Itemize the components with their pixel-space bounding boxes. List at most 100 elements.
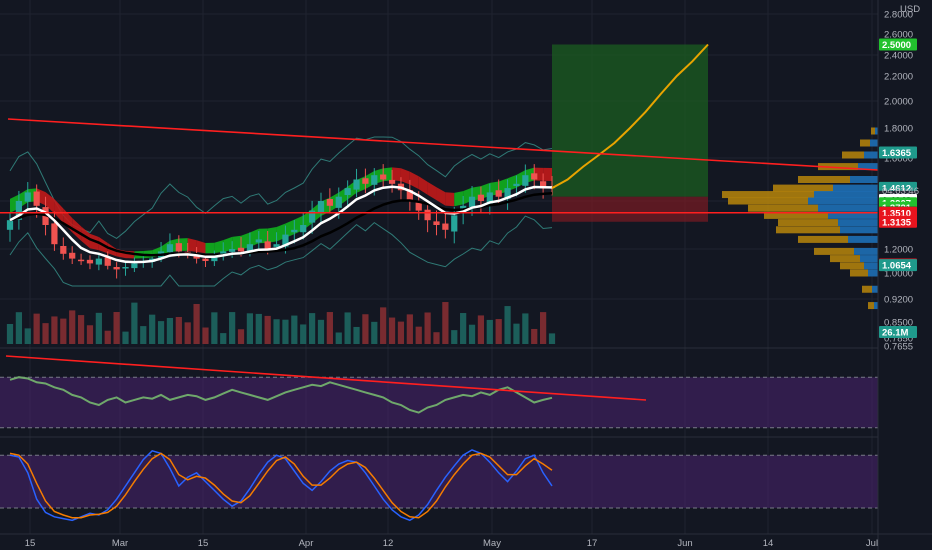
- volume-bar: [60, 318, 67, 344]
- ema-fast-line: [9, 185, 553, 264]
- trendlines[interactable]: [0, 118, 879, 214]
- candle-body: [433, 221, 440, 225]
- volume-profile-bar-buy: [808, 197, 878, 205]
- candle-body: [442, 223, 449, 230]
- ribbon-segment: [205, 242, 215, 254]
- ribbon-segment: [427, 181, 437, 201]
- time-tick-label: 14: [763, 538, 774, 549]
- volume-bar: [468, 324, 476, 344]
- volume-profile-bar-sell: [778, 219, 838, 227]
- volume-profile-bar-sell: [842, 151, 864, 159]
- price-tag-background: [879, 259, 917, 272]
- ribbon-segment: [223, 236, 233, 252]
- volume-bar: [24, 328, 31, 344]
- volume-bar: [317, 319, 325, 344]
- lower-band: [9, 215, 553, 287]
- price-tick-label: 2.4000: [884, 51, 913, 62]
- volume-bar: [548, 333, 556, 344]
- volume-profile-bar-sell: [764, 211, 828, 219]
- moving-averages: [9, 185, 553, 264]
- volume-profile-bar-sell: [814, 247, 854, 255]
- volume-bar: [193, 303, 200, 344]
- ribbon-segment: [267, 226, 277, 243]
- volume-profile-bar-sell: [830, 255, 860, 263]
- volume-profile: [722, 127, 878, 310]
- candle-body: [531, 173, 538, 180]
- volume-bar: [131, 302, 138, 344]
- candle-body: [255, 239, 262, 243]
- candle-body: [424, 209, 431, 221]
- currency-label: USD: [900, 4, 920, 15]
- volume-bar: [291, 315, 298, 344]
- ribbon-segment: [436, 187, 446, 206]
- candle-body: [122, 267, 129, 269]
- volume-profile-bar-sell: [860, 139, 870, 147]
- ribbon-segment: [285, 219, 295, 238]
- volume-bar: [397, 321, 405, 344]
- volume-profile-bar-sell: [773, 184, 833, 192]
- volume-bar: [166, 317, 174, 344]
- candle-body: [69, 252, 76, 259]
- candle-body: [273, 244, 280, 247]
- price-tags: 2.50001.63651.46121.42001.40481.39071.37…: [879, 38, 917, 339]
- price-tag-label: 1.3135: [882, 217, 912, 228]
- volume-bar: [184, 322, 191, 344]
- candle-body: [104, 257, 111, 266]
- price-panel[interactable]: [0, 43, 879, 345]
- time-axis-ticks[interactable]: 15 Mar 15 Apr 12 May 17 Jun 14 Jul: [25, 538, 878, 549]
- candle-body: [468, 196, 476, 208]
- volume-bar: [486, 319, 493, 344]
- ribbon-segment: [392, 167, 401, 182]
- volume-bar: [246, 313, 254, 344]
- time-tick-label: Jun: [677, 538, 692, 549]
- bollinger-bands: [9, 136, 553, 287]
- ribbon-segment: [507, 174, 517, 192]
- volume-bar: [371, 321, 378, 344]
- volume-profile-bar-sell: [818, 163, 858, 171]
- volume-profile-bar-buy: [875, 127, 878, 135]
- volume-profile-bar-buy: [833, 184, 878, 192]
- volume-profile-bar-sell: [776, 226, 840, 234]
- volume-profile-bar-buy: [870, 139, 878, 147]
- volume-bar: [300, 324, 307, 344]
- volume-bar: [308, 313, 316, 344]
- candle-body: [6, 220, 14, 230]
- volume-profile-bar-buy: [874, 302, 878, 310]
- upper-band: [9, 136, 553, 240]
- volume-bar: [362, 314, 369, 344]
- candle-body: [51, 223, 58, 245]
- candle-body: [291, 229, 298, 233]
- volume-profile-bar-sell: [798, 176, 850, 183]
- long-position-box[interactable]: [552, 44, 708, 222]
- candle-body: [15, 201, 22, 220]
- volume-profile-bar-buy: [858, 163, 878, 171]
- oscillator-band: [0, 455, 878, 508]
- volume-bar: [229, 312, 236, 344]
- volume-bar: [113, 312, 120, 344]
- candle-body: [175, 243, 182, 252]
- candle-body: [344, 188, 351, 196]
- ribbon-segment: [54, 199, 64, 223]
- volume-profile-bar-buy: [840, 226, 878, 234]
- volume-bar: [33, 313, 40, 344]
- volume-profile-bar-sell: [850, 269, 868, 277]
- volume-bar: [42, 323, 49, 344]
- candle-body: [95, 258, 102, 265]
- projection-curve: [551, 43, 709, 189]
- volume-profile-bar-buy: [872, 285, 878, 293]
- price-tick-label: 0.8500: [884, 318, 913, 329]
- price-tick-label: 1.8000: [884, 124, 913, 135]
- volume-bar: [326, 312, 333, 344]
- time-tick-label: Mar: [112, 538, 128, 549]
- candle-body: [308, 210, 316, 223]
- ribbon-segment: [214, 240, 224, 254]
- volume-bar: [424, 312, 431, 344]
- volume-bar: [388, 317, 396, 344]
- volume-profile-bar-sell: [840, 262, 864, 270]
- volume-profile-bar-buy: [864, 262, 878, 270]
- volume-profile-bar-buy: [868, 269, 878, 277]
- candle-body: [371, 175, 378, 185]
- candle-body: [362, 178, 369, 184]
- price-tick-label: 1.6000: [884, 154, 913, 165]
